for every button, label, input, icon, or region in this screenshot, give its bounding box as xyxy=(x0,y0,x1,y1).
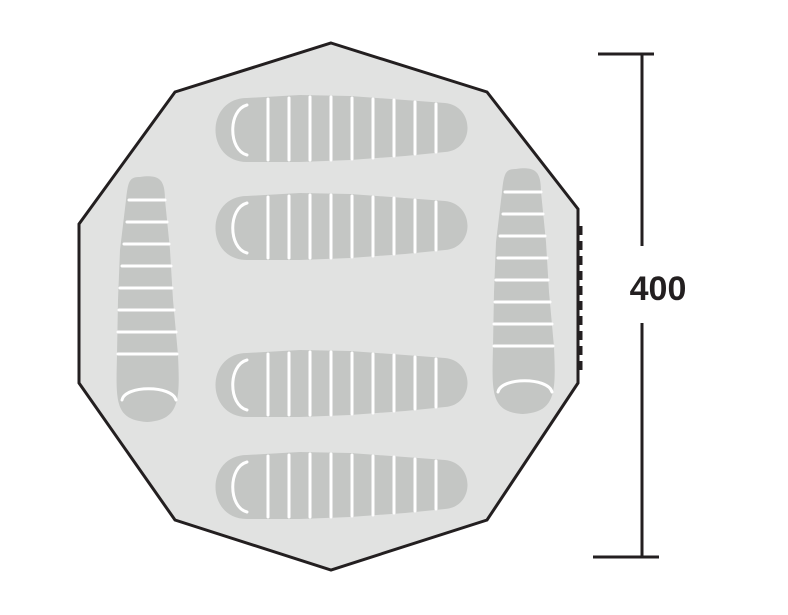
tent-floor-outline xyxy=(77,41,580,572)
dimension-label: 400 xyxy=(630,270,687,308)
dimension-indicator xyxy=(593,52,659,559)
sleeping-bag-horizontal xyxy=(214,450,469,521)
sleeping-bag-horizontal xyxy=(214,348,469,419)
sleeping-bag-horizontal xyxy=(214,191,469,262)
sleeping-bag-horizontal xyxy=(214,93,469,164)
